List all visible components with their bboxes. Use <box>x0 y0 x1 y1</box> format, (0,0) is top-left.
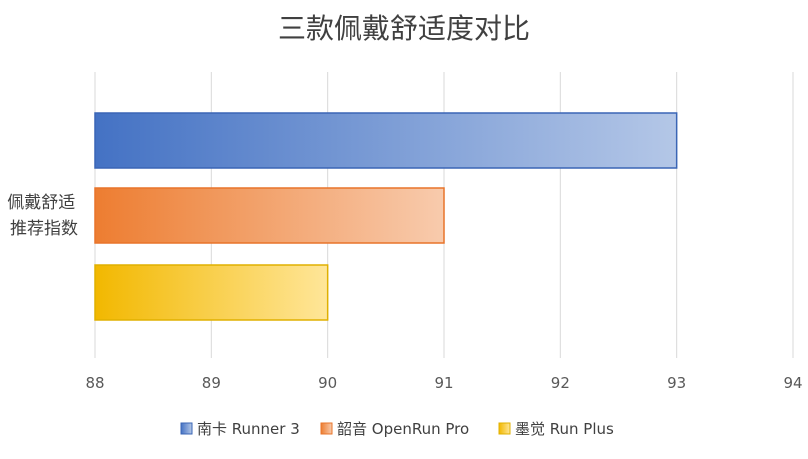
chart-title: 三款佩戴舒适度对比 <box>278 12 530 45</box>
legend-swatch <box>320 422 333 435</box>
legend-swatch <box>180 422 193 435</box>
bar-1 <box>94 112 678 169</box>
bar-2 <box>94 187 445 244</box>
bar-3 <box>94 264 329 321</box>
category-label: 佩戴舒适 推荐指数 <box>7 193 80 239</box>
legend-swatch <box>498 422 511 435</box>
legend-label: 韶音 OpenRun Pro <box>337 420 469 438</box>
x-tick-label: 88 <box>85 374 104 392</box>
x-tick-label: 93 <box>667 374 686 392</box>
bars <box>94 112 678 321</box>
category-label-line-2: 推荐指数 <box>10 219 78 239</box>
legend-label: 南卡 Runner 3 <box>197 420 300 438</box>
legend-label: 墨觉 Run Plus <box>515 420 614 438</box>
legend: 南卡 Runner 3 韶音 OpenRun Pro 墨觉 Run Plus <box>180 420 614 438</box>
x-tick-label: 91 <box>434 374 453 392</box>
x-tick-label: 90 <box>318 374 337 392</box>
x-axis-ticks: 88 89 90 91 92 93 94 <box>85 374 802 392</box>
category-label-line-1: 佩戴舒适 <box>7 193 75 213</box>
x-tick-label: 92 <box>551 374 570 392</box>
x-tick-label: 94 <box>783 374 802 392</box>
x-tick-label: 89 <box>202 374 221 392</box>
